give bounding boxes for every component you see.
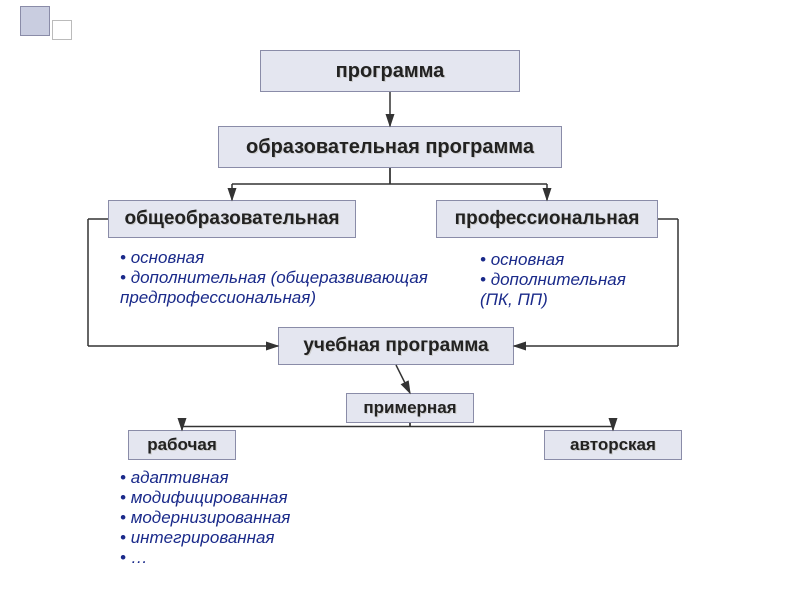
- node-uchebnaya: учебная программа: [278, 327, 514, 365]
- node-label: авторская: [570, 435, 656, 455]
- node-label: общеобразовательная: [124, 208, 339, 230]
- node-professionalnaya: профессиональная: [436, 200, 658, 238]
- node-label: образовательная программа: [246, 136, 534, 159]
- node-label: примерная: [363, 398, 456, 418]
- bullet-item: модифицированная: [120, 488, 380, 508]
- bullets-right: основнаядополнительная(ПК, ПП): [480, 250, 700, 310]
- bullet-item: интегрированная: [120, 528, 380, 548]
- bullet-item: основная: [480, 250, 700, 270]
- node-label: профессиональная: [455, 208, 640, 230]
- node-programma: программа: [260, 50, 520, 92]
- deco-box-1: [20, 6, 50, 36]
- bullet-item: адаптивная: [120, 468, 380, 488]
- bullet-item: дополнительная (общеразвивающая: [120, 268, 460, 288]
- bullet-item: предпрофессиональная): [120, 288, 460, 308]
- bullet-item: (ПК, ПП): [480, 290, 700, 310]
- node-label: рабочая: [147, 435, 217, 455]
- bullets-left: основнаядополнительная (общеразвивающаяп…: [120, 248, 460, 308]
- node-rabochaya: рабочая: [128, 430, 236, 460]
- node-label: программа: [336, 60, 445, 83]
- node-obshcheobr: общеобразовательная: [108, 200, 356, 238]
- bullets-bottom: адаптивнаямодифицированнаямодернизирован…: [120, 468, 380, 568]
- bullet-item: основная: [120, 248, 460, 268]
- bullet-item: дополнительная: [480, 270, 700, 290]
- deco-box-2: [52, 20, 72, 40]
- node-obrazovatelnaya: образовательная программа: [218, 126, 562, 168]
- node-label: учебная программа: [303, 335, 488, 357]
- bullet-item: …: [120, 548, 380, 568]
- bullet-item: модернизированная: [120, 508, 380, 528]
- node-primernaya: примерная: [346, 393, 474, 423]
- node-avtorskaya: авторская: [544, 430, 682, 460]
